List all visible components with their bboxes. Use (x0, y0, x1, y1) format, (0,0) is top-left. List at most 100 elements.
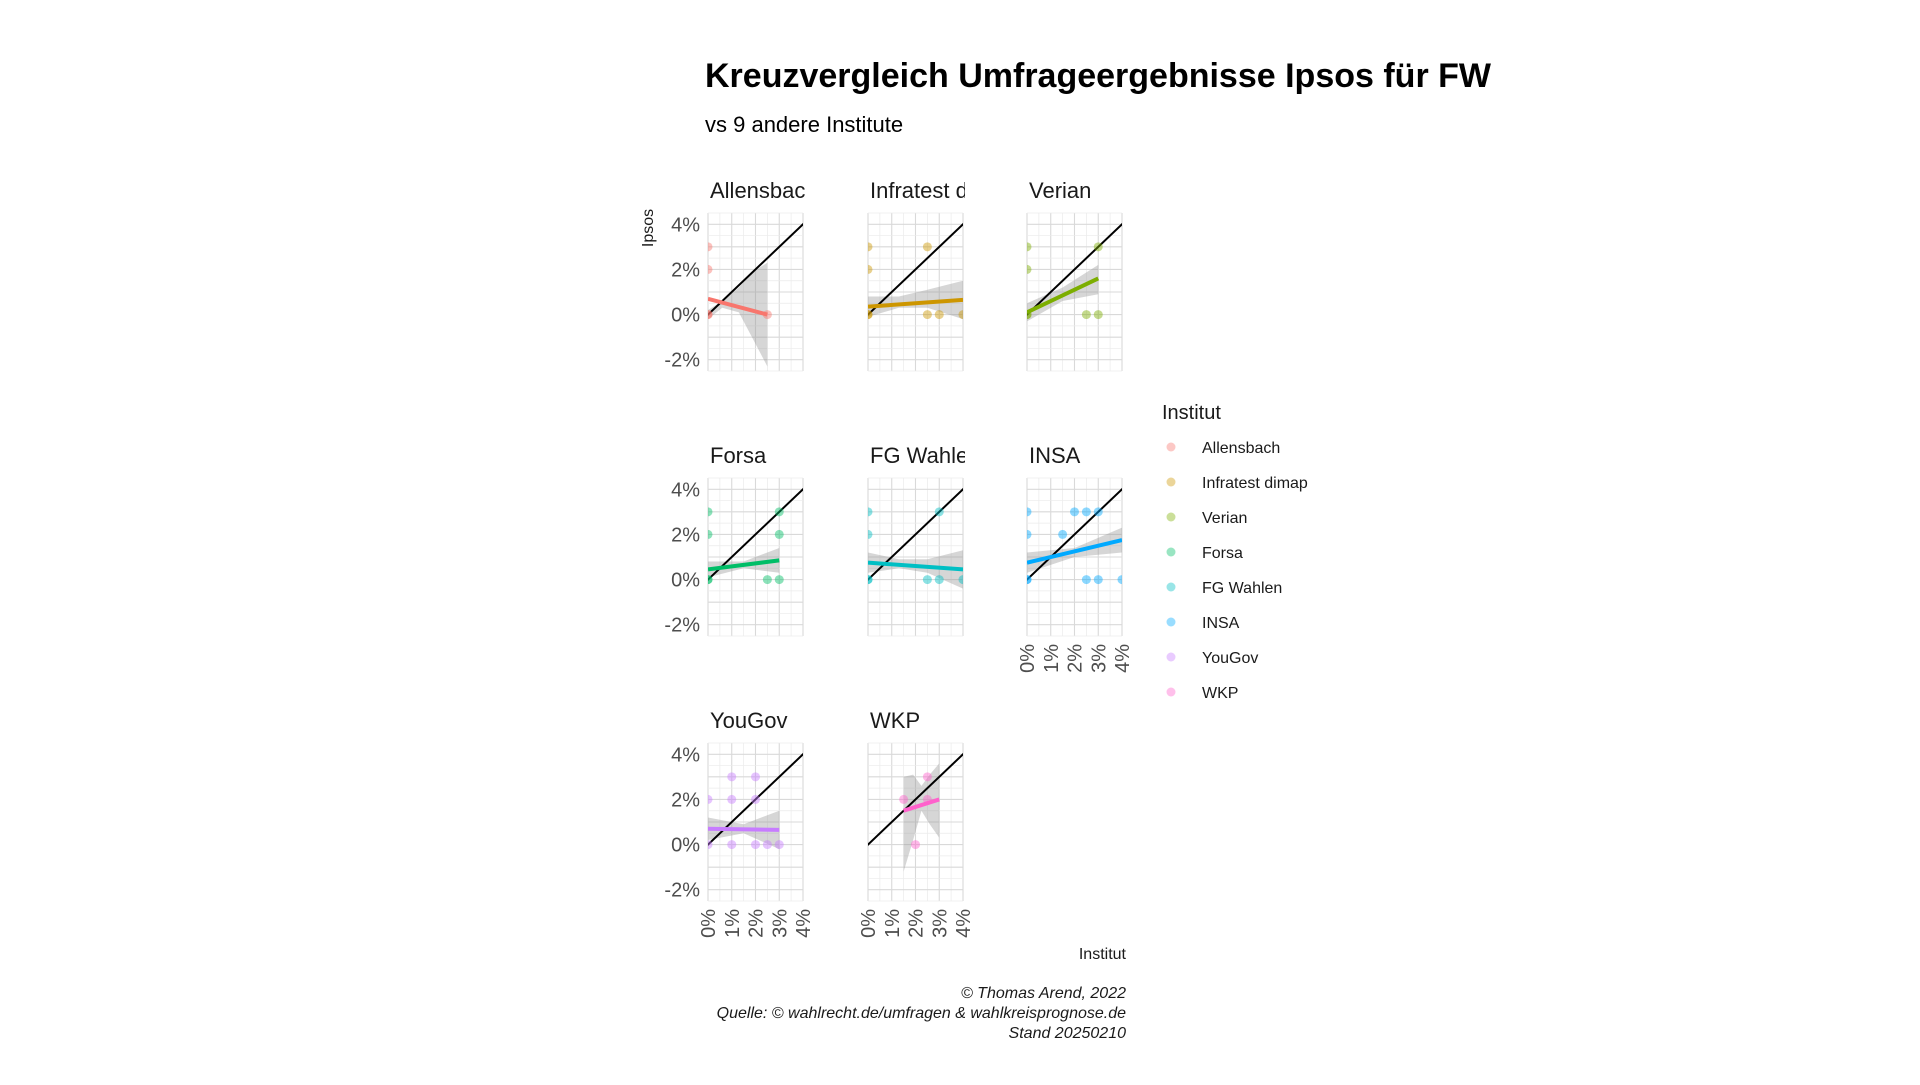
data-point-yougov (751, 840, 760, 850)
data-point-yougov (762, 840, 772, 850)
x-tick-label-wkp: 0% (858, 909, 880, 938)
data-point-verian (1093, 310, 1103, 320)
legend-title: Institut (1162, 402, 1221, 424)
data-point-allensbach (708, 242, 713, 252)
data-point-infratest-dimap (922, 310, 932, 320)
panel-plot-verian (1027, 222, 1122, 322)
legend-key-insa (1166, 617, 1176, 627)
x-tick-label-insa: 0% (1017, 644, 1039, 673)
data-point-insa (1117, 575, 1122, 585)
fit-line-allensbach (708, 296, 768, 317)
x-tick-label-yougov: 4% (793, 909, 815, 938)
data-point-forsa (708, 575, 713, 585)
reference-line-yougov (708, 752, 803, 846)
data-point-verian (1027, 264, 1032, 274)
legend-label-insa: INSA (1202, 615, 1240, 632)
y-tick-label-forsa: 0% (671, 570, 700, 592)
fit-line-forsa (708, 558, 780, 572)
x-tick-label-yougov: 2% (746, 909, 768, 938)
data-point-insa (1058, 529, 1068, 539)
data-point-infratest-dimap (868, 264, 873, 274)
data-point-fg-wahlen (958, 575, 963, 585)
confidence-band-fg-wahlen (868, 550, 963, 589)
fit-line-yougov (708, 826, 780, 832)
y-tick-label-forsa: 4% (671, 479, 700, 501)
confidence-band-wkp (903, 763, 940, 872)
data-point-insa (1093, 575, 1103, 585)
data-point-wkp (899, 794, 909, 804)
confidence-band-verian (1027, 264, 1099, 322)
caption-line-3: Stand 20250210 (1009, 1025, 1127, 1042)
data-point-forsa (762, 575, 772, 585)
strip-label-allensbach: Allensbach (710, 178, 818, 203)
reference-line-verian (1027, 222, 1122, 316)
panel-plot-allensbach (708, 222, 803, 367)
confidence-band-allensbach (708, 262, 768, 367)
x-tick-label-insa: 4% (1112, 644, 1134, 673)
data-point-insa (1027, 575, 1032, 585)
legend-key-yougov (1166, 652, 1176, 662)
grid-wkp (867, 742, 964, 902)
chart-title: Kreuzvergleich Umfrageergebnisse Ipsos f… (705, 57, 1492, 95)
data-point-infratest-dimap (922, 242, 932, 252)
legend-key-fg-wahlen (1166, 582, 1176, 592)
chart-subtitle: vs 9 andere Institute (705, 112, 903, 137)
y-tick-label-yougov: 2% (671, 789, 700, 811)
x-tick-label-yougov: 3% (769, 909, 791, 938)
legend: Allensbach Infratest dimap Verian Forsa FG W… (1166, 440, 1308, 702)
data-point-yougov (751, 794, 760, 804)
data-point-fg-wahlen (868, 575, 873, 585)
data-point-yougov (708, 794, 713, 804)
data-point-allensbach (708, 310, 713, 320)
strip-label-infratest-dimap: Infratest di (870, 178, 973, 203)
confidence-band-infratest-dimap (868, 280, 963, 320)
panel-allensbach: Allensbach -2% 0% 2% 4% (664, 178, 818, 372)
x-tick-label-wkp: 4% (953, 909, 975, 938)
data-point-forsa (774, 529, 784, 539)
data-point-forsa (774, 507, 784, 517)
data-point-yougov (708, 840, 713, 850)
legend-key-forsa (1166, 547, 1176, 557)
strip-label-insa: INSA (1029, 443, 1081, 468)
legend-label-verian: Verian (1202, 510, 1247, 527)
legend-label-allensbach: Allensbach (1202, 440, 1280, 457)
legend-label-yougov: YouGov (1202, 650, 1258, 667)
y-tick-label-yougov: 4% (671, 744, 700, 766)
legend-key-wkp (1166, 687, 1176, 697)
data-point-yougov (751, 772, 760, 782)
y-tick-label-yougov: -2% (664, 880, 700, 902)
data-point-allensbach (708, 310, 713, 320)
data-point-insa (1027, 529, 1032, 539)
fit-line-insa (1027, 538, 1122, 565)
strip-label-fg-wahlen: FG Wahlen (870, 443, 980, 468)
panel-verian: Verian (1026, 178, 1123, 372)
panel-plot-wkp (868, 752, 963, 872)
data-point-allensbach (708, 264, 713, 274)
reference-line-allensbach (708, 222, 803, 316)
y-tick-label-allensbach: 0% (671, 305, 700, 327)
panel-plot-yougov (708, 752, 803, 850)
data-point-infratest-dimap (868, 310, 873, 320)
data-point-fg-wahlen (934, 507, 944, 517)
x-tick-label-wkp: 2% (906, 909, 928, 938)
y-tick-label-yougov: 0% (671, 835, 700, 857)
x-tick-label-yougov: 1% (722, 909, 744, 938)
y-tick-label-allensbach: -2% (664, 350, 700, 372)
x-tick-label-wkp: 1% (882, 909, 904, 938)
fit-line-infratest-dimap (868, 297, 963, 309)
data-point-yougov (774, 840, 784, 850)
x-tick-label-insa: 3% (1088, 644, 1110, 673)
panel-insa: INSA 0% 1% 2% 3% 4% (1017, 443, 1134, 673)
legend-key-verian (1166, 512, 1176, 522)
data-point-verian (1027, 242, 1032, 252)
strip-label-wkp: WKP (870, 708, 920, 733)
legend-label-wkp: WKP (1202, 685, 1238, 702)
legend-label-forsa: Forsa (1202, 545, 1243, 562)
data-point-wkp (911, 840, 920, 850)
data-point-forsa (708, 575, 713, 585)
strip-label-yougov: YouGov (710, 708, 787, 733)
data-point-insa (1027, 507, 1032, 517)
y-tick-label-forsa: -2% (664, 615, 700, 637)
